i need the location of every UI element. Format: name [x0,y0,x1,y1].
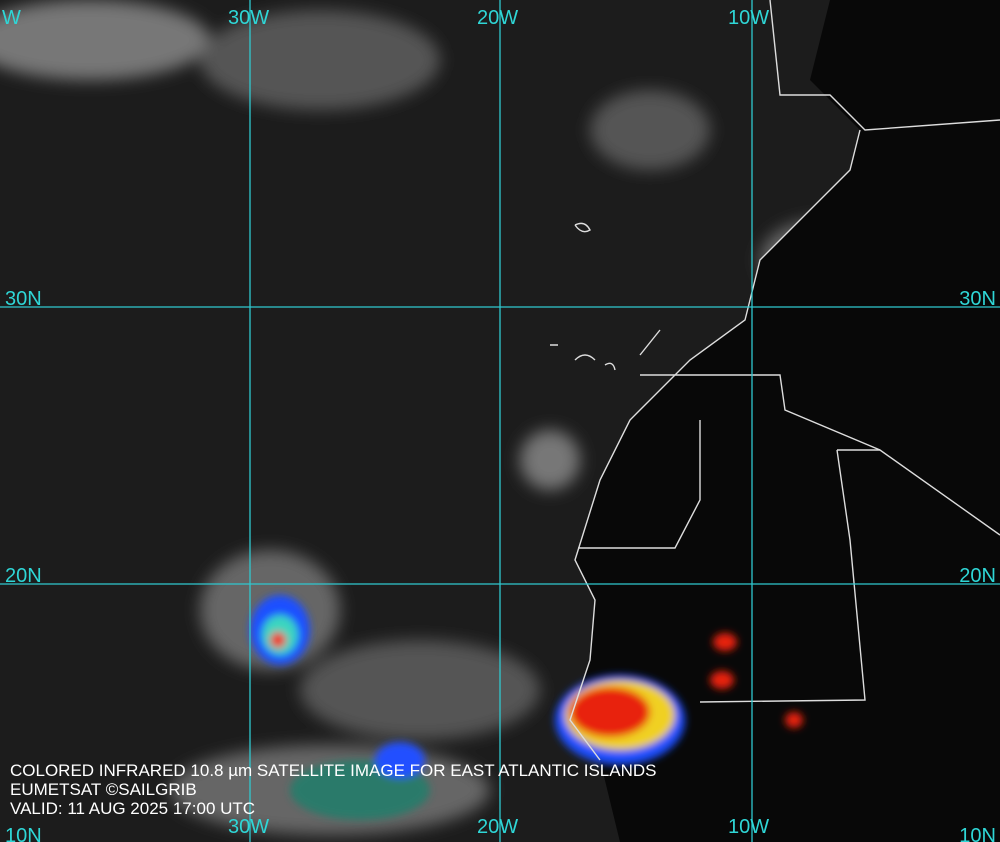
lon-label: 20W [477,7,518,29]
lon-label: 20W [477,816,518,838]
caption-source: EUMETSAT ©SAILGRIB [10,780,197,799]
lon-label: 10W [728,7,769,29]
lon-label: 10W [728,816,769,838]
caption: COLORED INFRARED 10.8 µm SATELLITE IMAGE… [10,761,657,818]
caption-title: COLORED INFRARED 10.8 µm SATELLITE IMAGE… [10,761,657,780]
lat-label: 30N [5,288,42,310]
lon-label: W [2,7,21,29]
caption-valid: VALID: 11 AUG 2025 17:00 UTC [10,799,255,818]
lat-label: 30N [959,288,996,310]
convection [250,595,803,820]
lat-label: 10N [959,825,996,842]
grid-labels: W 30W 20W 10W 30W 20W 10W 30N 20N 10N 30… [2,7,996,842]
lat-label: 20N [959,565,996,587]
lat-label: 10N [5,825,42,842]
land [570,0,1000,842]
lon-label: 30W [228,816,269,838]
lat-label: 20N [5,565,42,587]
coastlines [550,0,1000,761]
lon-label: 30W [228,7,269,29]
